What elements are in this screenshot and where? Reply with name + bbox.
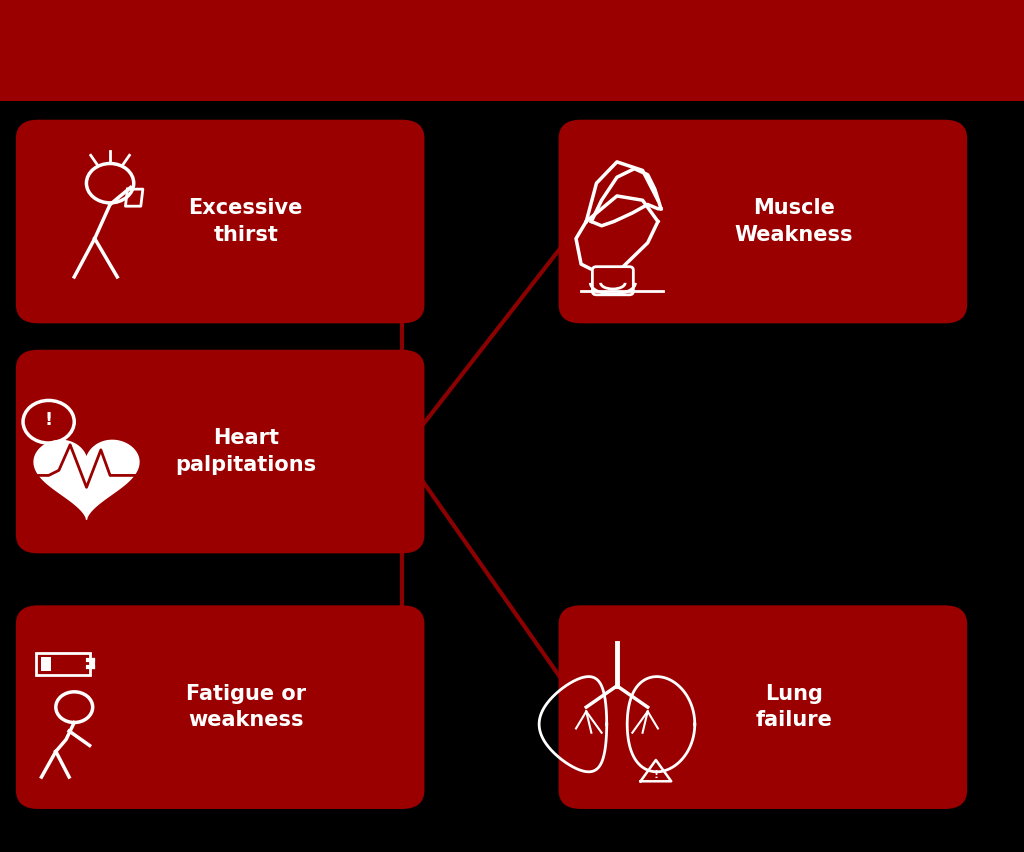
FancyBboxPatch shape xyxy=(42,657,51,671)
Text: Fatigue or
weakness: Fatigue or weakness xyxy=(185,684,306,730)
Text: SYMPTOMS OF LOW POTASSIUM: SYMPTOMS OF LOW POTASSIUM xyxy=(123,29,901,72)
FancyBboxPatch shape xyxy=(16,605,424,809)
Text: Heart
palpitations: Heart palpitations xyxy=(175,429,316,475)
Text: Excessive
thirst: Excessive thirst xyxy=(188,199,303,245)
FancyBboxPatch shape xyxy=(592,267,633,295)
FancyBboxPatch shape xyxy=(37,653,90,675)
Text: !: ! xyxy=(653,770,658,780)
FancyBboxPatch shape xyxy=(559,119,967,324)
Polygon shape xyxy=(34,440,139,519)
Text: !: ! xyxy=(45,411,52,429)
FancyBboxPatch shape xyxy=(559,605,967,809)
Text: Lung
failure: Lung failure xyxy=(755,684,833,730)
FancyBboxPatch shape xyxy=(0,0,1024,101)
FancyBboxPatch shape xyxy=(16,350,424,554)
Text: Muscle
Weakness: Muscle Weakness xyxy=(734,199,853,245)
FancyBboxPatch shape xyxy=(16,119,424,324)
